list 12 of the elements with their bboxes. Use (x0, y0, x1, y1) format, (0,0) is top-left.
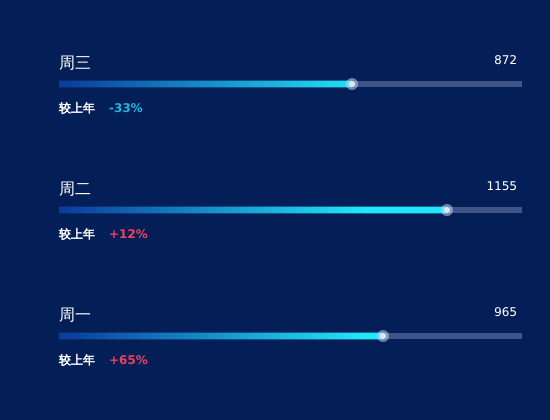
data-label: 1155 (486, 179, 517, 193)
annotation: 较上年 (58, 227, 95, 241)
annotation: +12% (109, 227, 148, 241)
annotation: +65% (109, 353, 148, 367)
annotation: 较上年 (58, 101, 95, 115)
data-label: 965 (494, 305, 517, 319)
annotation: 较上年 (58, 353, 95, 367)
y-tick-label: 周二 (59, 179, 91, 198)
annotation: -33% (109, 101, 143, 115)
y-tick-label: 周一 (59, 305, 91, 324)
data-label: 872 (494, 53, 517, 67)
y-tick-label: 周三 (59, 53, 91, 72)
